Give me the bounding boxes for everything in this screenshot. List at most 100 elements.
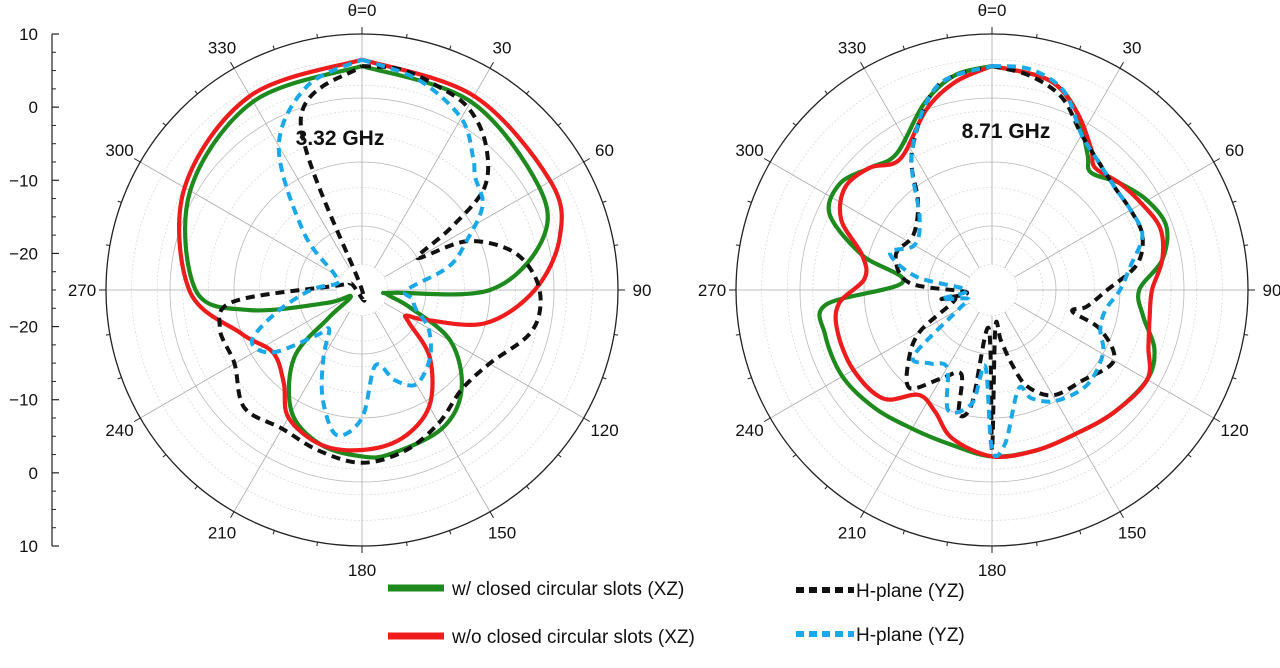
series-line-1 <box>833 63 1166 460</box>
angle-label-240: 240 <box>105 421 133 440</box>
angle-tick <box>117 200 122 203</box>
angle-label-330: 330 <box>208 39 236 58</box>
angle-tick <box>1232 377 1237 380</box>
radial-tick-label: 10 <box>19 25 38 44</box>
angle-tick <box>449 530 452 535</box>
legend-label-3: H-plane (YZ) <box>856 625 965 646</box>
angle-tick <box>614 244 619 246</box>
angle-tick <box>747 200 752 203</box>
angle-tick <box>1119 61 1124 69</box>
angle-tick <box>557 454 562 458</box>
radial-tick-label: −20 <box>9 244 38 263</box>
angle-label-300: 300 <box>735 141 763 160</box>
angle-label-30: 30 <box>1123 39 1142 58</box>
angle-tick <box>1119 511 1124 519</box>
angle-label-0: θ=0 <box>978 1 1007 20</box>
angle-tick <box>1213 417 1221 422</box>
spoke-60 <box>1013 161 1214 278</box>
spoke-30 <box>1004 68 1121 269</box>
angle-tick <box>557 122 562 126</box>
angle-label-150: 150 <box>1118 524 1146 543</box>
angle-tick <box>946 33 948 38</box>
polar-plot-left: θ=0 30 60 90 120 150 180 210 240 270 300 330 3.32 GH… <box>68 1 652 580</box>
angle-tick <box>406 33 408 38</box>
angle-label-240: 240 <box>735 421 763 440</box>
angle-tick <box>902 45 905 50</box>
legend-label-2: H-plane (YZ) <box>856 581 965 602</box>
series-line-3 <box>887 64 1145 459</box>
angle-label-180: 180 <box>978 561 1006 580</box>
angle-label-120: 120 <box>1220 421 1248 440</box>
polar-plot-right: θ=0 30 60 90 120 150 180 210 240 270 300 330 8.71 GH… <box>698 1 1280 580</box>
legend-label-1: w/o closed circular slots (XZ) <box>451 627 695 648</box>
radial-tick-label: 0 <box>29 98 38 117</box>
angle-tick <box>316 33 318 38</box>
angle-label-300: 300 <box>105 141 133 160</box>
angle-tick <box>1187 454 1192 458</box>
angle-tick <box>602 200 607 203</box>
angle-tick <box>272 530 275 535</box>
angle-tick <box>1213 158 1221 163</box>
angle-label-210: 210 <box>208 524 236 543</box>
angle-tick <box>449 45 452 50</box>
spoke-330 <box>233 68 350 269</box>
angle-tick <box>763 417 771 422</box>
angle-tick <box>406 542 408 547</box>
angle-tick <box>824 90 828 95</box>
grid-ring <box>966 263 1019 316</box>
angle-tick <box>272 45 275 50</box>
angle-tick <box>1244 244 1249 246</box>
angle-label-210: 210 <box>838 524 866 543</box>
spoke-240 <box>140 302 341 419</box>
angle-label-60: 60 <box>1225 141 1244 160</box>
angle-tick <box>1079 45 1082 50</box>
angle-tick <box>860 61 865 69</box>
angle-tick <box>614 334 619 336</box>
legend-label-0: w/ closed circular slots (XZ) <box>451 579 684 600</box>
angle-label-120: 120 <box>590 421 618 440</box>
angle-spokes <box>736 34 1248 546</box>
angle-tick <box>194 90 198 95</box>
radial-tick-label: −10 <box>9 391 38 410</box>
series-line-1 <box>177 57 564 453</box>
spoke-300 <box>140 161 341 278</box>
spoke-150 <box>1004 311 1121 512</box>
spoke-120 <box>1013 302 1214 419</box>
legend: w/ closed circular slots (XZ) w/o closed … <box>388 579 965 648</box>
radial-tick-label: −10 <box>9 171 38 190</box>
angle-label-330: 330 <box>838 39 866 58</box>
angle-label-270: 270 <box>68 281 96 300</box>
angle-tick <box>1156 90 1160 95</box>
angle-tick <box>1079 530 1082 535</box>
angle-tick <box>792 454 797 458</box>
angle-label-150: 150 <box>488 524 516 543</box>
series-line-2 <box>217 64 543 465</box>
spoke-300 <box>770 161 971 278</box>
angle-tick <box>162 454 167 458</box>
angle-tick <box>526 90 530 95</box>
series-line-3 <box>249 57 485 438</box>
angle-tick <box>1187 122 1192 126</box>
series-line-0 <box>183 63 550 460</box>
angle-tick <box>583 158 591 163</box>
angle-tick <box>602 377 607 380</box>
angle-tick <box>902 530 905 535</box>
spoke-330 <box>863 68 980 269</box>
angle-tick <box>133 158 141 163</box>
angle-label-270: 270 <box>698 281 726 300</box>
angle-tick <box>105 244 110 246</box>
angle-label-0: θ=0 <box>348 1 377 20</box>
angle-tick <box>763 158 771 163</box>
angle-tick <box>316 542 318 547</box>
angle-label-180: 180 <box>348 561 376 580</box>
angle-tick <box>946 542 948 547</box>
angle-tick <box>583 417 591 422</box>
radial-tick-label: 0 <box>29 464 38 483</box>
angle-tick <box>162 122 167 126</box>
spoke-150 <box>374 311 491 512</box>
angle-tick <box>489 511 494 519</box>
radial-tick-label: 10 <box>19 537 38 556</box>
angle-tick <box>1036 33 1038 38</box>
angle-label-30: 30 <box>493 39 512 58</box>
angle-tick <box>1244 334 1249 336</box>
